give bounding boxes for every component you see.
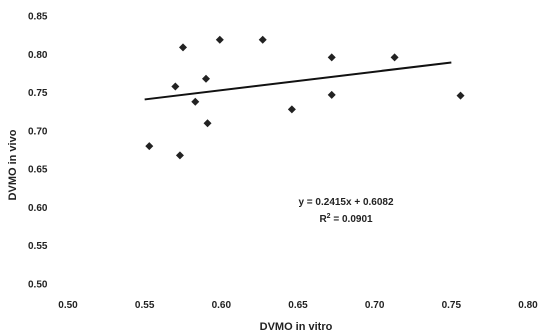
data-point bbox=[203, 119, 212, 128]
x-axis-label: DVMO in vitro bbox=[260, 321, 333, 333]
y-tick-label: 0.65 bbox=[28, 165, 48, 176]
x-tick-label: 0.75 bbox=[442, 300, 462, 311]
x-tick-label: 0.80 bbox=[518, 300, 538, 311]
data-point bbox=[258, 35, 267, 44]
x-tick-label: 0.60 bbox=[212, 300, 232, 311]
data-point bbox=[327, 90, 336, 99]
y-tick-label: 0.80 bbox=[28, 50, 48, 61]
data-point bbox=[191, 97, 200, 106]
data-point bbox=[179, 43, 187, 52]
data-point bbox=[327, 53, 336, 62]
data-point bbox=[456, 91, 465, 100]
data-point bbox=[287, 105, 296, 114]
y-tick-label: 0.85 bbox=[28, 12, 48, 23]
x-tick-label: 0.65 bbox=[288, 300, 308, 311]
y-tick-label: 0.50 bbox=[28, 280, 48, 291]
data-point bbox=[215, 35, 224, 44]
y-tick-label: 0.70 bbox=[28, 126, 48, 137]
trend-line bbox=[144, 61, 452, 101]
x-axis-tick-labels: 0.50 0.55 0.60 0.65 0.70 0.75 0.80 bbox=[58, 300, 538, 311]
y-axis-label: DVMO in vivo bbox=[7, 129, 19, 200]
y-axis-tick-labels: 0.50 0.55 0.60 0.65 0.70 0.75 0.80 0.85 bbox=[28, 12, 48, 291]
y-tick-label: 0.55 bbox=[28, 241, 48, 252]
data-point bbox=[171, 82, 180, 91]
data-point bbox=[175, 151, 184, 160]
trendline-r-squared: R2 = 0.0901 bbox=[319, 213, 373, 225]
data-point bbox=[202, 74, 210, 83]
y-tick-label: 0.75 bbox=[28, 88, 48, 99]
data-point bbox=[390, 53, 399, 62]
y-tick-label: 0.60 bbox=[28, 203, 48, 214]
data-points bbox=[145, 35, 465, 160]
x-tick-label: 0.50 bbox=[58, 300, 78, 311]
data-point bbox=[145, 142, 154, 151]
x-tick-label: 0.70 bbox=[365, 300, 385, 311]
x-tick-label: 0.55 bbox=[135, 300, 155, 311]
trendline-equation: y = 0.2415x + 0.6082 bbox=[298, 197, 394, 208]
